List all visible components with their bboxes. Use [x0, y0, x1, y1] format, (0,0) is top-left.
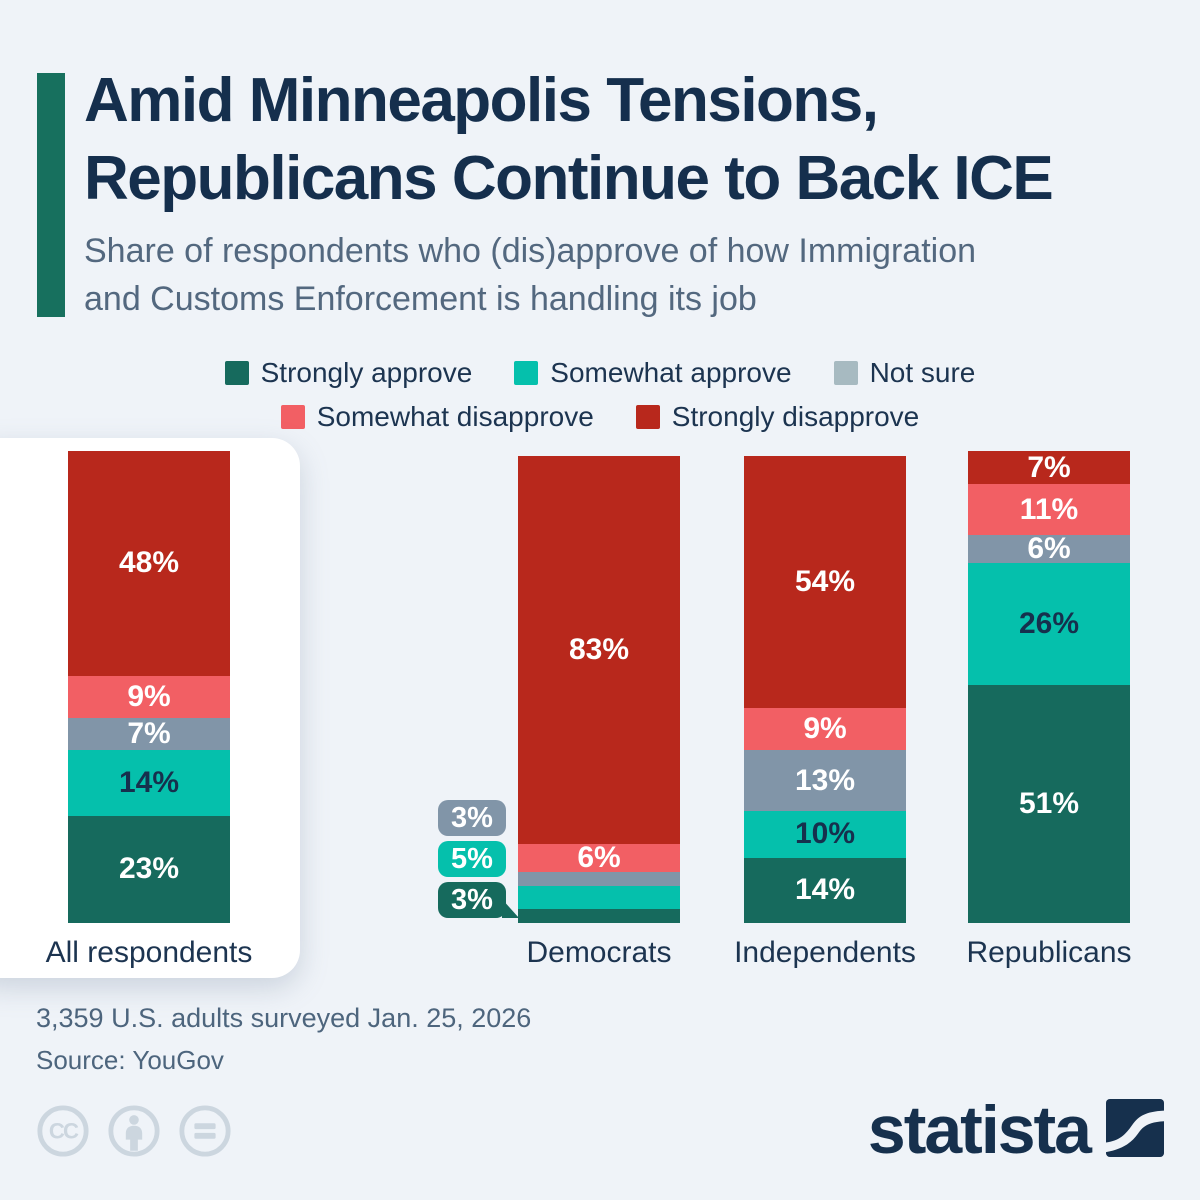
legend-item-strongly-disapprove: Strongly disapprove [635, 401, 920, 433]
segment-value-republicans-somewhat-disapprove: 11% [1019, 492, 1079, 526]
bar-segment-democrats-not-sure [518, 871, 680, 886]
segment-value-independents-strongly-disapprove: 54% [794, 565, 856, 599]
bar-segment-independents-strongly-disapprove: 54% [744, 456, 906, 709]
bar-segment-independents-not-sure: 13% [744, 750, 906, 811]
bar-segment-independents-strongly-approve: 14% [744, 857, 906, 923]
bar-segment-all-respondents-somewhat-approve: 14% [68, 750, 230, 816]
legend-row-2: Somewhat disapprove Strongly disapprove [280, 401, 920, 433]
segment-value-republicans-somewhat-approve: 26% [1018, 607, 1080, 641]
bar-segment-all-respondents-strongly-approve: 23% [68, 815, 230, 923]
callout-democrats-strongly-approve: 3% [438, 882, 519, 918]
segment-value-republicans-strongly-approve: 51% [1018, 786, 1080, 820]
bar-segment-democrats-somewhat-disapprove: 6% [518, 840, 680, 874]
segment-value-independents-somewhat-approve: 10% [794, 817, 856, 851]
legend-item-somewhat-approve: Somewhat approve [514, 357, 792, 389]
bar-segment-independents-somewhat-disapprove: 9% [744, 708, 906, 751]
legend-row-1: Strongly approve Somewhat approve Not sure [224, 357, 976, 389]
segment-value-all-respondents-strongly-disapprove: 48% [118, 546, 180, 580]
legend-swatch-somewhat-approve [514, 361, 539, 385]
segment-value-democrats-somewhat-disapprove: 6% [577, 840, 621, 874]
segment-value-republicans-strongly-disapprove: 7% [1027, 450, 1071, 484]
bar-segment-all-respondents-strongly-disapprove: 48% [68, 451, 230, 676]
cc-icon: CC [36, 1104, 90, 1163]
segment-value-all-respondents-somewhat-approve: 14% [118, 765, 180, 799]
category-label-republicans: Republicans [966, 936, 1132, 969]
category-label-democrats: Democrats [526, 936, 672, 969]
bar-all-respondents: 48% 9% 7% 14% 23% [68, 451, 230, 923]
bar-segment-republicans-strongly-disapprove: 7% [968, 450, 1130, 485]
segment-value-independents-strongly-approve: 14% [794, 873, 856, 907]
legend-swatch-strongly-approve [224, 361, 249, 385]
bar-republicans: 7% 11% 6% 26% 51% [968, 451, 1130, 923]
callout-stack-democrats: 3% 5% 3% [438, 800, 519, 918]
segment-value-all-respondents-not-sure: 7% [127, 716, 171, 750]
category-label-all-respondents: All respondents [45, 936, 253, 969]
source-note: Source: YouGov [36, 1045, 224, 1075]
legend-label-strongly-approve: Strongly approve [260, 357, 473, 388]
segment-value-independents-somewhat-disapprove: 9% [803, 712, 847, 746]
bar-segment-republicans-somewhat-disapprove: 11% [968, 484, 1130, 536]
legend-item-not-sure: Not sure [833, 357, 976, 389]
segment-value-all-respondents-somewhat-disapprove: 9% [127, 679, 171, 713]
cc-nd-equals-icon [178, 1104, 232, 1163]
legend-swatch-not-sure [833, 361, 858, 385]
bar-segment-democrats-strongly-disapprove: 83% [518, 456, 680, 844]
bar-segment-all-respondents-not-sure: 7% [68, 716, 230, 751]
legend-swatch-somewhat-disapprove [280, 405, 305, 429]
legend-item-strongly-approve: Strongly approve [224, 357, 473, 389]
statista-logo-icon [1106, 1098, 1164, 1162]
cc-by-person-icon [107, 1104, 161, 1163]
segment-value-democrats-strongly-disapprove: 83% [568, 632, 630, 666]
legend: Strongly approve Somewhat approve Not sure… [0, 357, 1200, 433]
page-title: Amid Minneapolis Tensions, Republicans C… [84, 66, 1054, 213]
bar-segment-republicans-not-sure: 6% [968, 532, 1130, 566]
statista-wordmark: statista [867, 1092, 1092, 1168]
survey-note: 3,359 U.S. adults surveyed Jan. 25, 2026 [36, 1003, 532, 1033]
bar-segment-independents-somewhat-approve: 10% [744, 810, 906, 858]
license-icons: CC [36, 1104, 232, 1163]
svg-text:CC: CC [49, 1119, 79, 1144]
legend-label-somewhat-approve: Somewhat approve [550, 357, 792, 388]
legend-label-somewhat-disapprove: Somewhat disapprove [316, 401, 594, 432]
legend-item-somewhat-disapprove: Somewhat disapprove [280, 401, 594, 433]
bar-segment-republicans-somewhat-approve: 26% [968, 563, 1130, 685]
title-accent-bar [37, 73, 65, 317]
statista-branding: statista [868, 1096, 1164, 1164]
bar-segment-all-respondents-somewhat-disapprove: 9% [68, 675, 230, 718]
segment-value-independents-not-sure: 13% [794, 763, 856, 797]
bar-democrats: 83% 6% [518, 456, 680, 923]
segment-value-all-respondents-strongly-approve: 23% [118, 852, 180, 886]
bar-segment-republicans-strongly-approve: 51% [968, 684, 1130, 923]
callout-value-democrats-not-sure: 3% [451, 801, 493, 834]
legend-label-not-sure: Not sure [869, 357, 976, 388]
legend-label-strongly-disapprove: Strongly disapprove [671, 401, 920, 432]
page-subtitle: Share of respondents who (dis)approve of… [84, 232, 977, 318]
bar-independents: 54% 9% 13% 10% 14% [744, 456, 906, 923]
callout-democrats-somewhat-approve: 5% [438, 841, 506, 877]
callout-tail-democrats [502, 899, 519, 918]
callout-value-democrats-somewhat-approve: 5% [451, 842, 493, 875]
bar-segment-democrats-somewhat-approve [518, 885, 680, 909]
callout-democrats-not-sure: 3% [438, 800, 506, 836]
segment-value-republicans-not-sure: 6% [1027, 532, 1071, 566]
callout-value-democrats-strongly-approve: 3% [451, 883, 493, 916]
bar-segment-democrats-strongly-approve [518, 909, 680, 923]
legend-swatch-strongly-disapprove [635, 405, 660, 429]
category-label-independents: Independents [734, 936, 916, 969]
